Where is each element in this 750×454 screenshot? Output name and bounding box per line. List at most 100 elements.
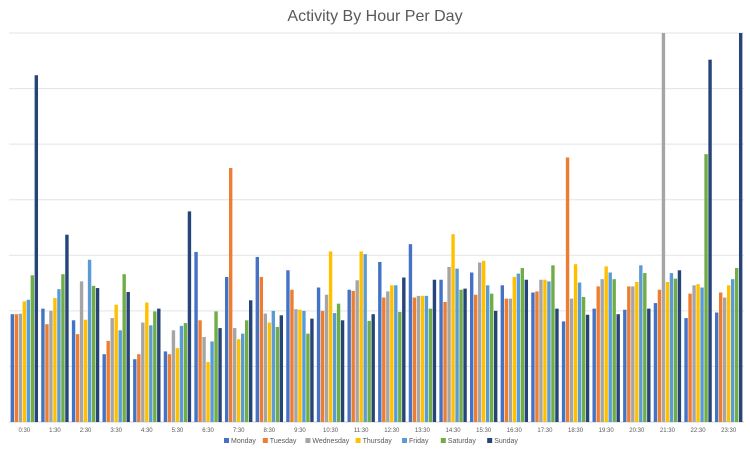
x-tick-label: 23:30 — [721, 428, 737, 434]
bar-tuesday-15-30 — [473, 294, 478, 422]
bar-monday-6-30 — [194, 251, 198, 422]
bar-saturday-6-30 — [214, 311, 218, 422]
bar-thursday-4-30 — [145, 302, 149, 422]
bar-sunday-18-30 — [585, 314, 590, 422]
x-tick-label: 1:30 — [49, 428, 61, 434]
bar-tuesday-22-30 — [688, 293, 692, 422]
bar-thursday-13-30 — [420, 295, 425, 422]
bar-tuesday-6-30 — [198, 320, 202, 422]
legend-label-wednesday: Wednesday — [312, 438, 349, 445]
bar-sunday-16-30 — [524, 279, 529, 422]
bar-monday-16-30 — [500, 285, 505, 422]
bar-saturday-9-30 — [306, 333, 310, 422]
bar-tuesday-19-30 — [596, 286, 600, 422]
bar-wednesday-19-30 — [600, 279, 604, 422]
bar-friday-17-30 — [547, 281, 551, 422]
x-tick-label: 22:30 — [691, 428, 707, 434]
bar-sunday-14-30 — [463, 288, 467, 422]
bars — [10, 33, 743, 423]
legend-swatch-thursday — [355, 438, 361, 443]
bar-tuesday-0-30 — [14, 314, 19, 422]
bar-wednesday-9-30 — [294, 309, 298, 422]
bar-friday-5-30 — [179, 325, 184, 422]
bar-monday-3-30 — [102, 354, 106, 422]
bar-friday-12-30 — [394, 285, 398, 422]
bar-thursday-19-30 — [604, 266, 608, 422]
bar-sunday-4-30 — [157, 308, 161, 422]
bar-thursday-0-30 — [22, 301, 27, 422]
bar-thursday-18-30 — [573, 264, 578, 422]
bar-sunday-6-30 — [218, 328, 222, 422]
x-tick-label: 15:30 — [476, 428, 492, 434]
bar-saturday-4-30 — [153, 311, 157, 422]
bar-friday-7-30 — [240, 333, 245, 422]
bar-saturday-15-30 — [489, 293, 494, 422]
bar-sunday-5-30 — [187, 211, 192, 422]
bar-friday-16-30 — [516, 273, 521, 422]
bar-friday-2-30 — [87, 259, 92, 422]
bar-friday-8-30 — [271, 310, 276, 422]
x-tick-label: 19:30 — [599, 428, 615, 434]
x-tick-label: 6:30 — [202, 428, 214, 434]
bar-thursday-7-30 — [236, 339, 241, 422]
bar-sunday-9-30 — [310, 318, 314, 422]
bar-sunday-21-30 — [677, 270, 682, 422]
bar-friday-15-30 — [485, 285, 490, 422]
bar-saturday-21-30 — [673, 278, 678, 422]
x-tick-label: 7:30 — [233, 428, 245, 434]
bar-saturday-13-30 — [428, 308, 433, 422]
bar-thursday-16-30 — [512, 276, 517, 422]
legend-swatch-wednesday — [305, 438, 311, 443]
bar-monday-11-30 — [347, 289, 351, 422]
bar-wednesday-13-30 — [416, 295, 421, 422]
bar-sunday-17-30 — [555, 308, 559, 422]
bar-friday-10-30 — [332, 313, 337, 422]
bar-tuesday-5-30 — [167, 354, 172, 422]
bar-tuesday-10-30 — [320, 310, 325, 422]
bar-friday-13-30 — [424, 295, 429, 422]
bar-saturday-3-30 — [122, 274, 126, 422]
bar-monday-21-30 — [653, 303, 658, 422]
bar-monday-17-30 — [531, 292, 535, 422]
bar-thursday-15-30 — [481, 260, 486, 422]
x-axis-ticks: 0:30 1:30 2:30 3:30 4:30 5:30 6:30 7:30 8:30 9:30… — [18, 428, 736, 434]
bar-friday-6-30 — [210, 341, 214, 422]
x-tick-label: 9:30 — [294, 428, 306, 434]
bar-monday-18-30 — [561, 321, 566, 422]
bar-monday-15-30 — [469, 272, 474, 422]
bar-thursday-9-30 — [298, 309, 302, 422]
bar-thursday-14-30 — [451, 234, 455, 422]
bar-tuesday-13-30 — [412, 297, 417, 422]
bar-saturday-18-30 — [581, 296, 586, 422]
bar-sunday-12-30 — [402, 277, 406, 422]
bar-thursday-2-30 — [83, 319, 88, 422]
bar-thursday-22-30 — [696, 284, 700, 422]
bar-friday-22-30 — [700, 287, 704, 422]
bar-saturday-23-30 — [734, 268, 739, 422]
bar-sunday-15-30 — [493, 310, 498, 422]
x-tick-label: 21:30 — [660, 428, 676, 434]
x-tick-label: 4:30 — [141, 428, 153, 434]
bar-tuesday-17-30 — [535, 291, 539, 422]
bar-sunday-11-30 — [371, 314, 375, 422]
bar-monday-0-30 — [10, 314, 15, 422]
bar-wednesday-1-30 — [49, 310, 53, 422]
bar-monday-19-30 — [592, 308, 596, 422]
bar-tuesday-7-30 — [228, 168, 233, 422]
bar-tuesday-3-30 — [106, 340, 110, 422]
bar-saturday-19-30 — [612, 279, 616, 422]
bar-friday-1-30 — [57, 289, 61, 422]
bar-friday-0-30 — [26, 299, 31, 422]
bar-saturday-22-30 — [704, 154, 708, 422]
bar-thursday-21-30 — [665, 281, 670, 422]
x-tick-label: 8:30 — [263, 428, 275, 434]
bar-tuesday-16-30 — [504, 298, 509, 422]
bar-wednesday-22-30 — [692, 285, 696, 422]
x-tick-label: 0:30 — [18, 428, 30, 434]
legend: Monday Tuesday Wednesday Thursday Friday Satu… — [224, 438, 518, 445]
bar-saturday-12-30 — [398, 311, 402, 422]
bar-tuesday-4-30 — [137, 354, 141, 422]
bar-friday-21-30 — [669, 273, 674, 422]
bar-saturday-1-30 — [61, 274, 65, 422]
